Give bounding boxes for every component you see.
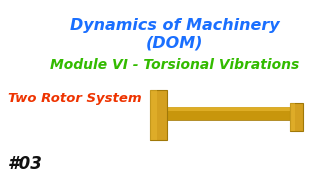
- Bar: [150, 90, 167, 140]
- Text: #03: #03: [8, 155, 43, 173]
- Text: Module VI - Torsional Vibrations: Module VI - Torsional Vibrations: [50, 58, 300, 72]
- Text: Two Rotor System: Two Rotor System: [8, 92, 142, 105]
- Bar: [290, 103, 303, 131]
- Bar: [150, 90, 157, 140]
- Text: Dynamics of Machinery: Dynamics of Machinery: [70, 18, 280, 33]
- Bar: [290, 103, 295, 131]
- Bar: [167, 107, 290, 111]
- Text: (DOM): (DOM): [146, 36, 204, 51]
- Bar: [167, 107, 290, 120]
